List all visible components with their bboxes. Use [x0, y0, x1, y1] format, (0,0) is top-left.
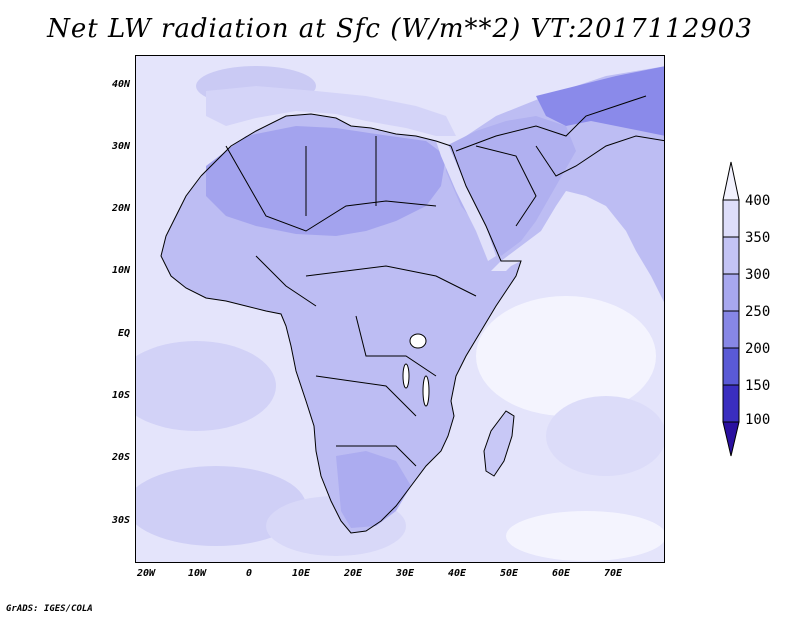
- lon-label-20e: 20E: [343, 568, 363, 579]
- lat-label-20s: 20S: [111, 452, 130, 463]
- colorbar-label-250: 250: [745, 304, 771, 320]
- lat-label-10s: 10S: [111, 390, 130, 401]
- colorbar-label-300: 300: [745, 267, 771, 283]
- lon-label-20w: 20W: [136, 568, 156, 579]
- lon-label-30e: 30E: [395, 568, 415, 579]
- colorbar-segment: [722, 236, 740, 275]
- lat-label-20n: 20N: [111, 203, 130, 214]
- lon-label-40e: 40E: [447, 568, 467, 579]
- lon-label-50e: 50E: [499, 568, 519, 579]
- colorbar-label-400: 400: [745, 193, 771, 209]
- lon-label-10w: 10W: [187, 568, 207, 579]
- map-panel: [135, 55, 665, 563]
- madagascar: [483, 410, 515, 477]
- country-borders: [160, 95, 664, 534]
- colorbar-bottom-arrow: [722, 421, 740, 457]
- lat-label-30s: 30S: [111, 515, 130, 526]
- colorbar-label-150: 150: [745, 378, 771, 394]
- lat-label-10n: 10N: [111, 265, 130, 276]
- lat-label-30n: 30N: [111, 141, 130, 152]
- colorbar-label-100: 100: [745, 412, 771, 428]
- colorbar-segment: [722, 347, 740, 386]
- colorbar-segment: [722, 310, 740, 349]
- colorbar-segment: [722, 384, 740, 423]
- map-canvas: [136, 56, 664, 562]
- colorbar: [722, 161, 740, 457]
- lon-label-60e: 60E: [551, 568, 571, 579]
- highland-shading: [536, 66, 664, 136]
- lakes: [402, 333, 430, 407]
- red-sea: [436, 141, 496, 261]
- sahara-shading: [206, 126, 446, 236]
- colorbar-segment: [722, 199, 740, 238]
- credit-text: GrADS: IGES/COLA: [6, 604, 93, 614]
- map-title: Net LW radiation at Sfc (W/m**2) VT:2017…: [47, 14, 753, 44]
- colorbar-top-arrow: [722, 161, 740, 201]
- lon-label-10e: 10E: [291, 568, 311, 579]
- lon-label-0: 0: [245, 568, 253, 579]
- southern-africa-shading: [336, 451, 411, 528]
- lat-label-40n: 40N: [111, 79, 130, 90]
- lon-label-70e: 70E: [603, 568, 623, 579]
- lat-label-eq: EQ: [117, 328, 130, 339]
- colorbar-label-350: 350: [745, 230, 771, 246]
- colorbar-label-200: 200: [745, 341, 771, 357]
- colorbar-segment: [722, 273, 740, 312]
- mediterranean-sea: [206, 86, 456, 136]
